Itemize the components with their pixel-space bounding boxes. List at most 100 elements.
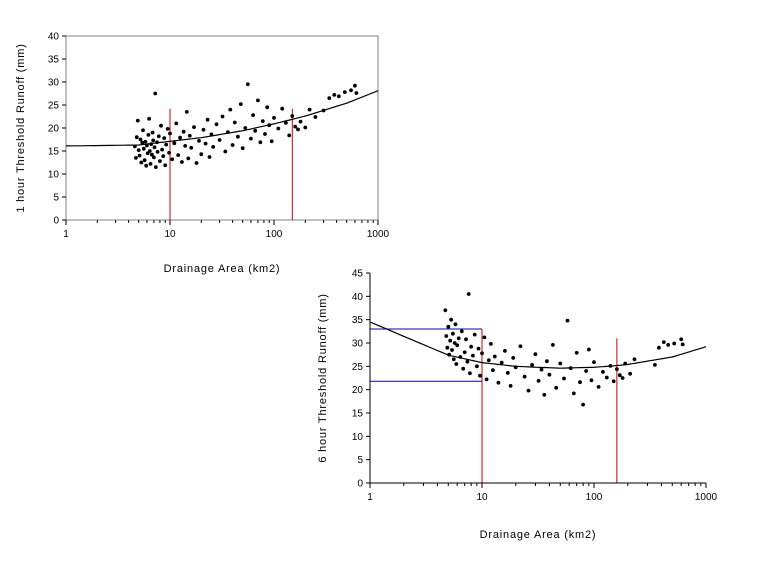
chart1-trend-line [65, 90, 379, 147]
chart1-data-point [155, 150, 160, 154]
chart1-data-point [136, 148, 141, 153]
chart2-data-point [511, 356, 516, 360]
chart1-data-point [243, 126, 248, 130]
chart1-data-point [167, 150, 172, 155]
chart1-data-point [313, 115, 318, 119]
chart2-y-tick-label: 0 [357, 479, 363, 490]
chart1-data-point [144, 163, 149, 168]
chart1-data-point [172, 141, 177, 146]
chart2-data-point [499, 360, 504, 365]
chart1-data-point [164, 142, 169, 147]
chart1-data-point [186, 156, 191, 161]
chart1-data-point [142, 158, 147, 163]
chart2-data-point [448, 338, 453, 343]
chart1-data-point [143, 139, 148, 144]
chart2-data-point [536, 378, 541, 383]
chart2-data-point [545, 359, 549, 364]
chart2-y-tick-labels: 0 5 10 15 20 25 30 35 40 45 [352, 269, 370, 490]
chart1-data-point [249, 136, 253, 141]
chart2-data-point [443, 308, 448, 313]
chart1-x-tick-label: 10 [164, 229, 176, 240]
chart2-y-tick-label: 5 [357, 455, 363, 466]
chart1-y-tick-label: 15 [48, 147, 60, 158]
chart2-data-point [653, 363, 657, 367]
chart1-data-point [151, 138, 156, 143]
chart2-y-tick-label: 45 [352, 269, 364, 280]
chart1-data-point [327, 96, 332, 100]
chart1-data-point [162, 136, 167, 141]
chart2-y-tick-label: 10 [352, 432, 364, 443]
chart2-x-tick-label: 100 [586, 492, 603, 503]
chart2-data-point [679, 337, 684, 342]
chart2-data-point [672, 341, 677, 346]
chart1-data-point [303, 125, 308, 130]
chart1-x-tick-labels: 1 10 100 1000 [63, 220, 390, 240]
chart1-data-point [194, 161, 199, 165]
chart1-y-tick-label: 10 [48, 170, 60, 181]
chart1-data-point [220, 114, 225, 119]
chart2-data-point [508, 384, 513, 388]
chart1-data-point [276, 126, 281, 131]
chart1-data-point [269, 139, 274, 144]
chart1-data-point [211, 145, 216, 149]
chart1-data-point [153, 91, 158, 96]
chart1-data-point [253, 128, 258, 133]
chart1-data-point [158, 159, 162, 164]
chart2-data-point [466, 292, 471, 296]
chart2-data-point [459, 329, 464, 334]
chart2-x-axis-label: Drainage Area (km2) [480, 529, 597, 541]
chart2-x-tick-labels: 1 10 100 1000 [367, 483, 718, 503]
chart2-data-point [491, 368, 495, 372]
chart1-data-point [192, 125, 196, 129]
chart2-trend-curve [369, 321, 707, 369]
chart1-data-point [203, 141, 208, 146]
chart1-data-point [181, 129, 186, 134]
chart1-data-point [284, 121, 288, 125]
chart1-data-point [176, 153, 181, 158]
chart2-data-point [615, 367, 619, 371]
chart2-data-point [558, 361, 563, 366]
chart2-data-point [503, 349, 507, 353]
chart1-x-axis-label: Drainage Area (km2) [164, 263, 281, 275]
chart2-data-point [554, 385, 559, 390]
chart1-data-point [256, 98, 260, 103]
chart1-data-point [160, 147, 165, 152]
chart1-data-point [140, 140, 145, 145]
chart2-data-point [464, 337, 468, 342]
chart1-data-point [342, 90, 347, 94]
chart1-data-point [336, 94, 341, 99]
chart1-data-point [296, 127, 300, 132]
chart2-data-point [505, 371, 510, 375]
chart1-data-point [353, 83, 357, 88]
chart1-data-point [161, 154, 166, 159]
chart2-y-tick-label: 25 [352, 362, 364, 373]
chart1-data-point [230, 143, 235, 147]
chart1-data-point [189, 145, 194, 150]
chart2-data-point [666, 343, 671, 347]
chart2-data-point [461, 366, 466, 371]
chart1-plot-area [65, 35, 379, 221]
chart2-data-point [476, 346, 481, 351]
chart2-plot-area [370, 273, 706, 483]
chart1-data-point [265, 105, 270, 110]
chart2-data-point [539, 367, 544, 372]
chart2-data-point [468, 371, 472, 376]
chart1-data-point [263, 132, 267, 136]
chart2-data-point [617, 373, 622, 378]
chart1-data-point [159, 123, 163, 128]
chart1-data-point [354, 91, 359, 95]
chart1-data-point [197, 139, 201, 143]
chart2-data-point [450, 348, 454, 352]
chart1-data-point [199, 152, 204, 157]
chart1-x-tick-label: 1000 [367, 229, 390, 240]
chart1-data-point [217, 138, 222, 142]
chart1-y-tick-label: 20 [48, 124, 60, 135]
chart1-data-point [258, 140, 263, 145]
chart1-data-point [293, 124, 298, 129]
chart2-data-point [571, 391, 576, 396]
chart2-y-tick-label: 15 [352, 409, 364, 420]
chart1-data-point [232, 120, 237, 125]
chart2-data-point [465, 359, 470, 364]
chart2-data-point [547, 372, 552, 377]
